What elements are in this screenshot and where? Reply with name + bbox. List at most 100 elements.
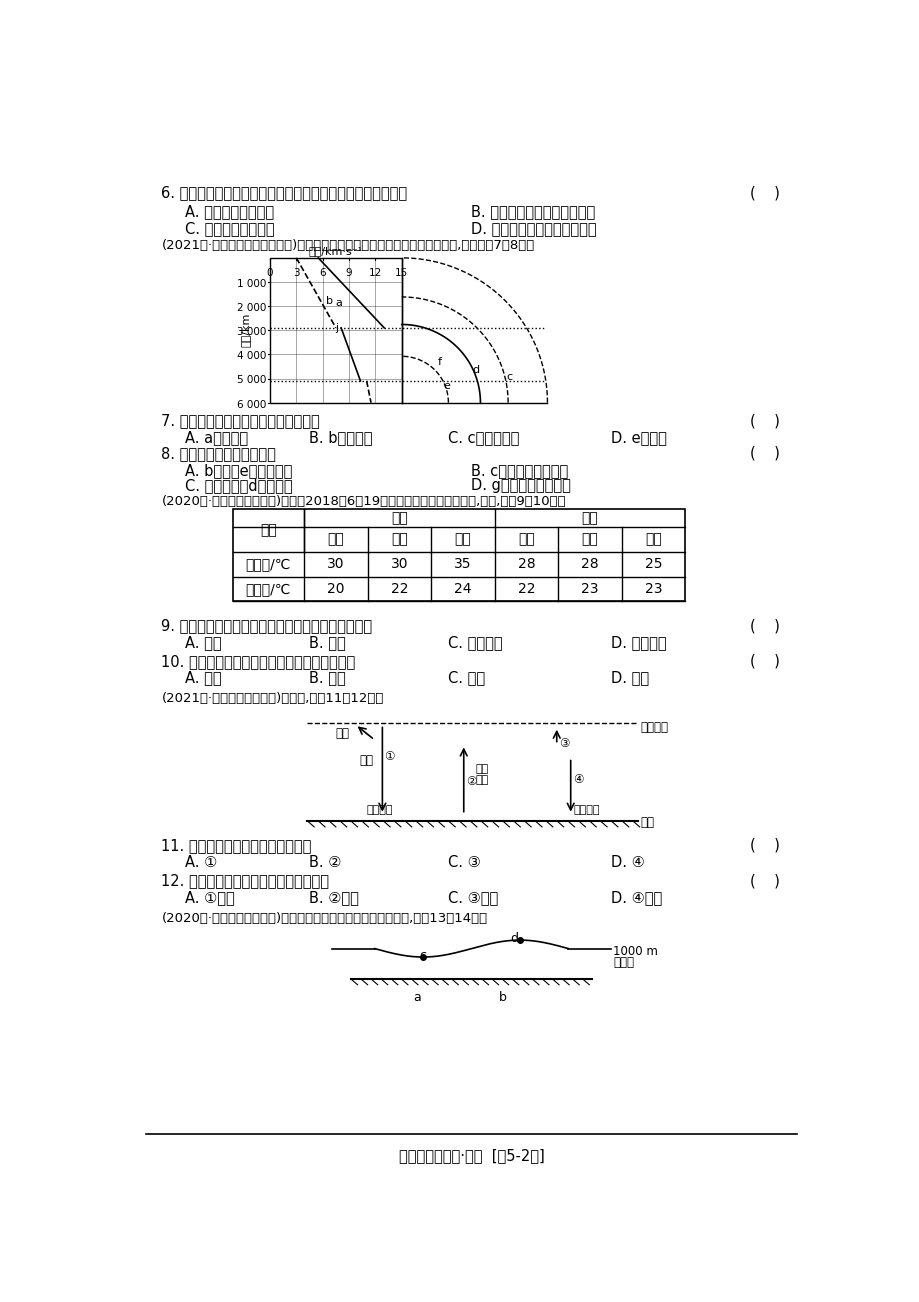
Text: 地面吸收: 地面吸收 xyxy=(367,806,393,815)
Text: 35: 35 xyxy=(454,557,471,572)
Text: 15: 15 xyxy=(394,268,408,277)
Text: 7. 图中字母与其所表示的含义正确的是: 7. 图中字母与其所表示的含义正确的是 xyxy=(162,414,320,428)
Text: B. ②增强: B. ②增强 xyxy=(309,891,358,905)
Text: c: c xyxy=(506,371,513,381)
Text: 0: 0 xyxy=(267,268,273,277)
Text: 深度/km: 深度/km xyxy=(240,312,250,348)
Text: 30: 30 xyxy=(391,557,408,572)
Text: 24: 24 xyxy=(454,582,471,596)
Text: 3 000: 3 000 xyxy=(236,327,266,337)
Text: 28: 28 xyxy=(581,557,598,572)
Text: 20: 20 xyxy=(327,582,345,596)
Text: A. b波通过e界面时消失: A. b波通过e界面时消失 xyxy=(185,462,292,478)
Text: (    ): ( ) xyxy=(750,414,779,428)
Text: (2021屆·江苏学测模考卷三)读下图,完戕11～12题。: (2021屆·江苏学测模考卷三)读下图,完戕11～12题。 xyxy=(162,693,383,706)
Text: B. 北方地区卫星通信受到干扰: B. 北方地区卫星通信受到干扰 xyxy=(471,204,596,219)
Text: ①: ① xyxy=(383,750,394,763)
Text: 杭州: 杭州 xyxy=(517,533,534,547)
Text: 1000 m: 1000 m xyxy=(613,945,657,958)
Text: A. 流星现象异常增多: A. 流星现象异常增多 xyxy=(185,204,274,219)
Text: A. 纬度: A. 纬度 xyxy=(185,635,221,650)
Text: B. ②: B. ② xyxy=(309,854,341,870)
Text: b: b xyxy=(325,296,333,306)
Text: B. 地形: B. 地形 xyxy=(309,635,346,650)
Text: 8. 下列对图示分析正确的是: 8. 下列对图示分析正确的是 xyxy=(162,445,276,461)
Text: D. 浙江境内夜空出现绹丽极光: D. 浙江境内夜空出现绹丽极光 xyxy=(471,221,596,236)
Text: B. c界面以上为岩石圈: B. c界面以上为岩石圈 xyxy=(471,462,568,478)
Text: b: b xyxy=(498,991,505,1004)
Text: f: f xyxy=(437,357,441,367)
Text: j: j xyxy=(335,323,338,333)
Text: d: d xyxy=(510,932,518,945)
Text: 25: 25 xyxy=(644,557,662,572)
Text: 28: 28 xyxy=(517,557,535,572)
Text: 大气
吸收: 大气 吸收 xyxy=(475,764,488,785)
Text: A. 北京: A. 北京 xyxy=(185,671,221,686)
Text: C. 气象条件: C. 气象条件 xyxy=(448,635,503,650)
Text: C. ③减弱: C. ③减弱 xyxy=(448,891,498,905)
Text: 北京: 北京 xyxy=(327,533,344,547)
Text: d: d xyxy=(471,365,479,375)
Text: a: a xyxy=(413,991,421,1004)
Text: 速度/km·s⁻¹: 速度/km·s⁻¹ xyxy=(309,246,362,255)
Text: (    ): ( ) xyxy=(750,874,779,888)
Text: ④: ④ xyxy=(573,773,583,786)
Text: e: e xyxy=(443,381,450,391)
Text: 22: 22 xyxy=(517,582,535,596)
Text: 等压面: 等压面 xyxy=(613,956,633,969)
Text: D. 福州: D. 福州 xyxy=(610,671,649,686)
Text: 北方: 北方 xyxy=(391,512,407,525)
Text: c: c xyxy=(419,949,425,962)
Text: (2020屆·泰安一中高一期中)下表为2018年6月19日我国部分城市的气温资料,据此,完扐9～10题。: (2020屆·泰安一中高一期中)下表为2018年6月19日我国部分城市的气温资料… xyxy=(162,495,565,508)
Text: 地面: 地面 xyxy=(640,816,653,829)
Text: B. 济南: B. 济南 xyxy=(309,671,346,686)
Text: C. 软流层位于d圈层上部: C. 软流层位于d圈层上部 xyxy=(185,478,292,493)
Text: 城市: 城市 xyxy=(260,523,277,538)
Text: D. ④减弱: D. ④减弱 xyxy=(610,891,662,905)
Text: D. g层物质呈溶融状态: D. g层物质呈溶融状态 xyxy=(471,478,571,493)
Text: 福州: 福州 xyxy=(644,533,662,547)
Text: C. c为莫霍界面: C. c为莫霍界面 xyxy=(448,431,519,445)
Text: A. ①减弱: A. ①减弱 xyxy=(185,891,234,905)
Text: a: a xyxy=(335,298,342,309)
Text: 12. 我国冬季的「月夜苦寒」苦寒是因为: 12. 我国冬季的「月夜苦寒」苦寒是因为 xyxy=(162,874,329,888)
Text: 济南: 济南 xyxy=(454,533,471,547)
Text: ②: ② xyxy=(466,775,476,788)
Text: 9. 影响表中南、北方城市该日气温差异的主要因素是: 9. 影响表中南、北方城市该日气温差异的主要因素是 xyxy=(162,618,372,633)
Text: 最高温/℃: 最高温/℃ xyxy=(245,557,290,572)
Text: 射向地面: 射向地面 xyxy=(573,806,599,815)
Text: 吸收: 吸收 xyxy=(358,754,373,767)
Text: 南方: 南方 xyxy=(581,512,597,525)
Text: 9: 9 xyxy=(346,268,352,277)
Text: 23: 23 xyxy=(581,582,598,596)
Text: 3: 3 xyxy=(293,268,300,277)
Text: 上海: 上海 xyxy=(581,533,597,547)
Bar xyxy=(233,509,685,602)
Text: B. b表示横波: B. b表示横波 xyxy=(309,431,372,445)
Text: (    ): ( ) xyxy=(750,445,779,461)
Text: D. e为外核: D. e为外核 xyxy=(610,431,666,445)
Text: D. 海陆位置: D. 海陆位置 xyxy=(610,635,666,650)
Text: 6: 6 xyxy=(319,268,325,277)
Text: 天津: 天津 xyxy=(391,533,407,547)
Text: 综合过关检测卷·地理  [第5-2页]: 综合过关检测卷·地理 [第5-2页] xyxy=(398,1148,544,1163)
Text: C. 全球降水异常增加: C. 全球降水异常增加 xyxy=(185,221,274,236)
Text: 2 000: 2 000 xyxy=(236,303,266,312)
Text: 大气上界: 大气上界 xyxy=(640,721,668,734)
Text: (2021屆·海安实验高中学测模考)下图为「地球内部地震波及内部圈层示意图」,读图完扐7～8题。: (2021屆·海安实验高中学测模考)下图为「地球内部地震波及内部圈层示意图」,读… xyxy=(162,240,534,253)
Text: 5 000: 5 000 xyxy=(236,375,266,385)
Bar xyxy=(269,258,402,402)
Text: (2020屆·刘桥中学高一月考)读「北半球某地高空等压面分布图」,回儿13～14题。: (2020屆·刘桥中学高一月考)读「北半球某地高空等压面分布图」,回儿13～14… xyxy=(162,911,487,924)
Text: (    ): ( ) xyxy=(750,654,779,669)
Text: 10. 表中城市该日夜晚大气保温作用最明显的是: 10. 表中城市该日夜晚大气保温作用最明显的是 xyxy=(162,654,356,669)
Text: 22: 22 xyxy=(391,582,408,596)
Text: C. 上海: C. 上海 xyxy=(448,671,485,686)
Text: (    ): ( ) xyxy=(750,185,779,201)
Text: 23: 23 xyxy=(644,582,662,596)
Text: 反射: 反射 xyxy=(335,727,349,740)
Text: ③: ③ xyxy=(559,737,569,750)
Text: A. ①: A. ① xyxy=(185,854,217,870)
Text: (    ): ( ) xyxy=(750,837,779,853)
Text: 12: 12 xyxy=(369,268,381,277)
Text: A. a表示纵波: A. a表示纵波 xyxy=(185,431,247,445)
